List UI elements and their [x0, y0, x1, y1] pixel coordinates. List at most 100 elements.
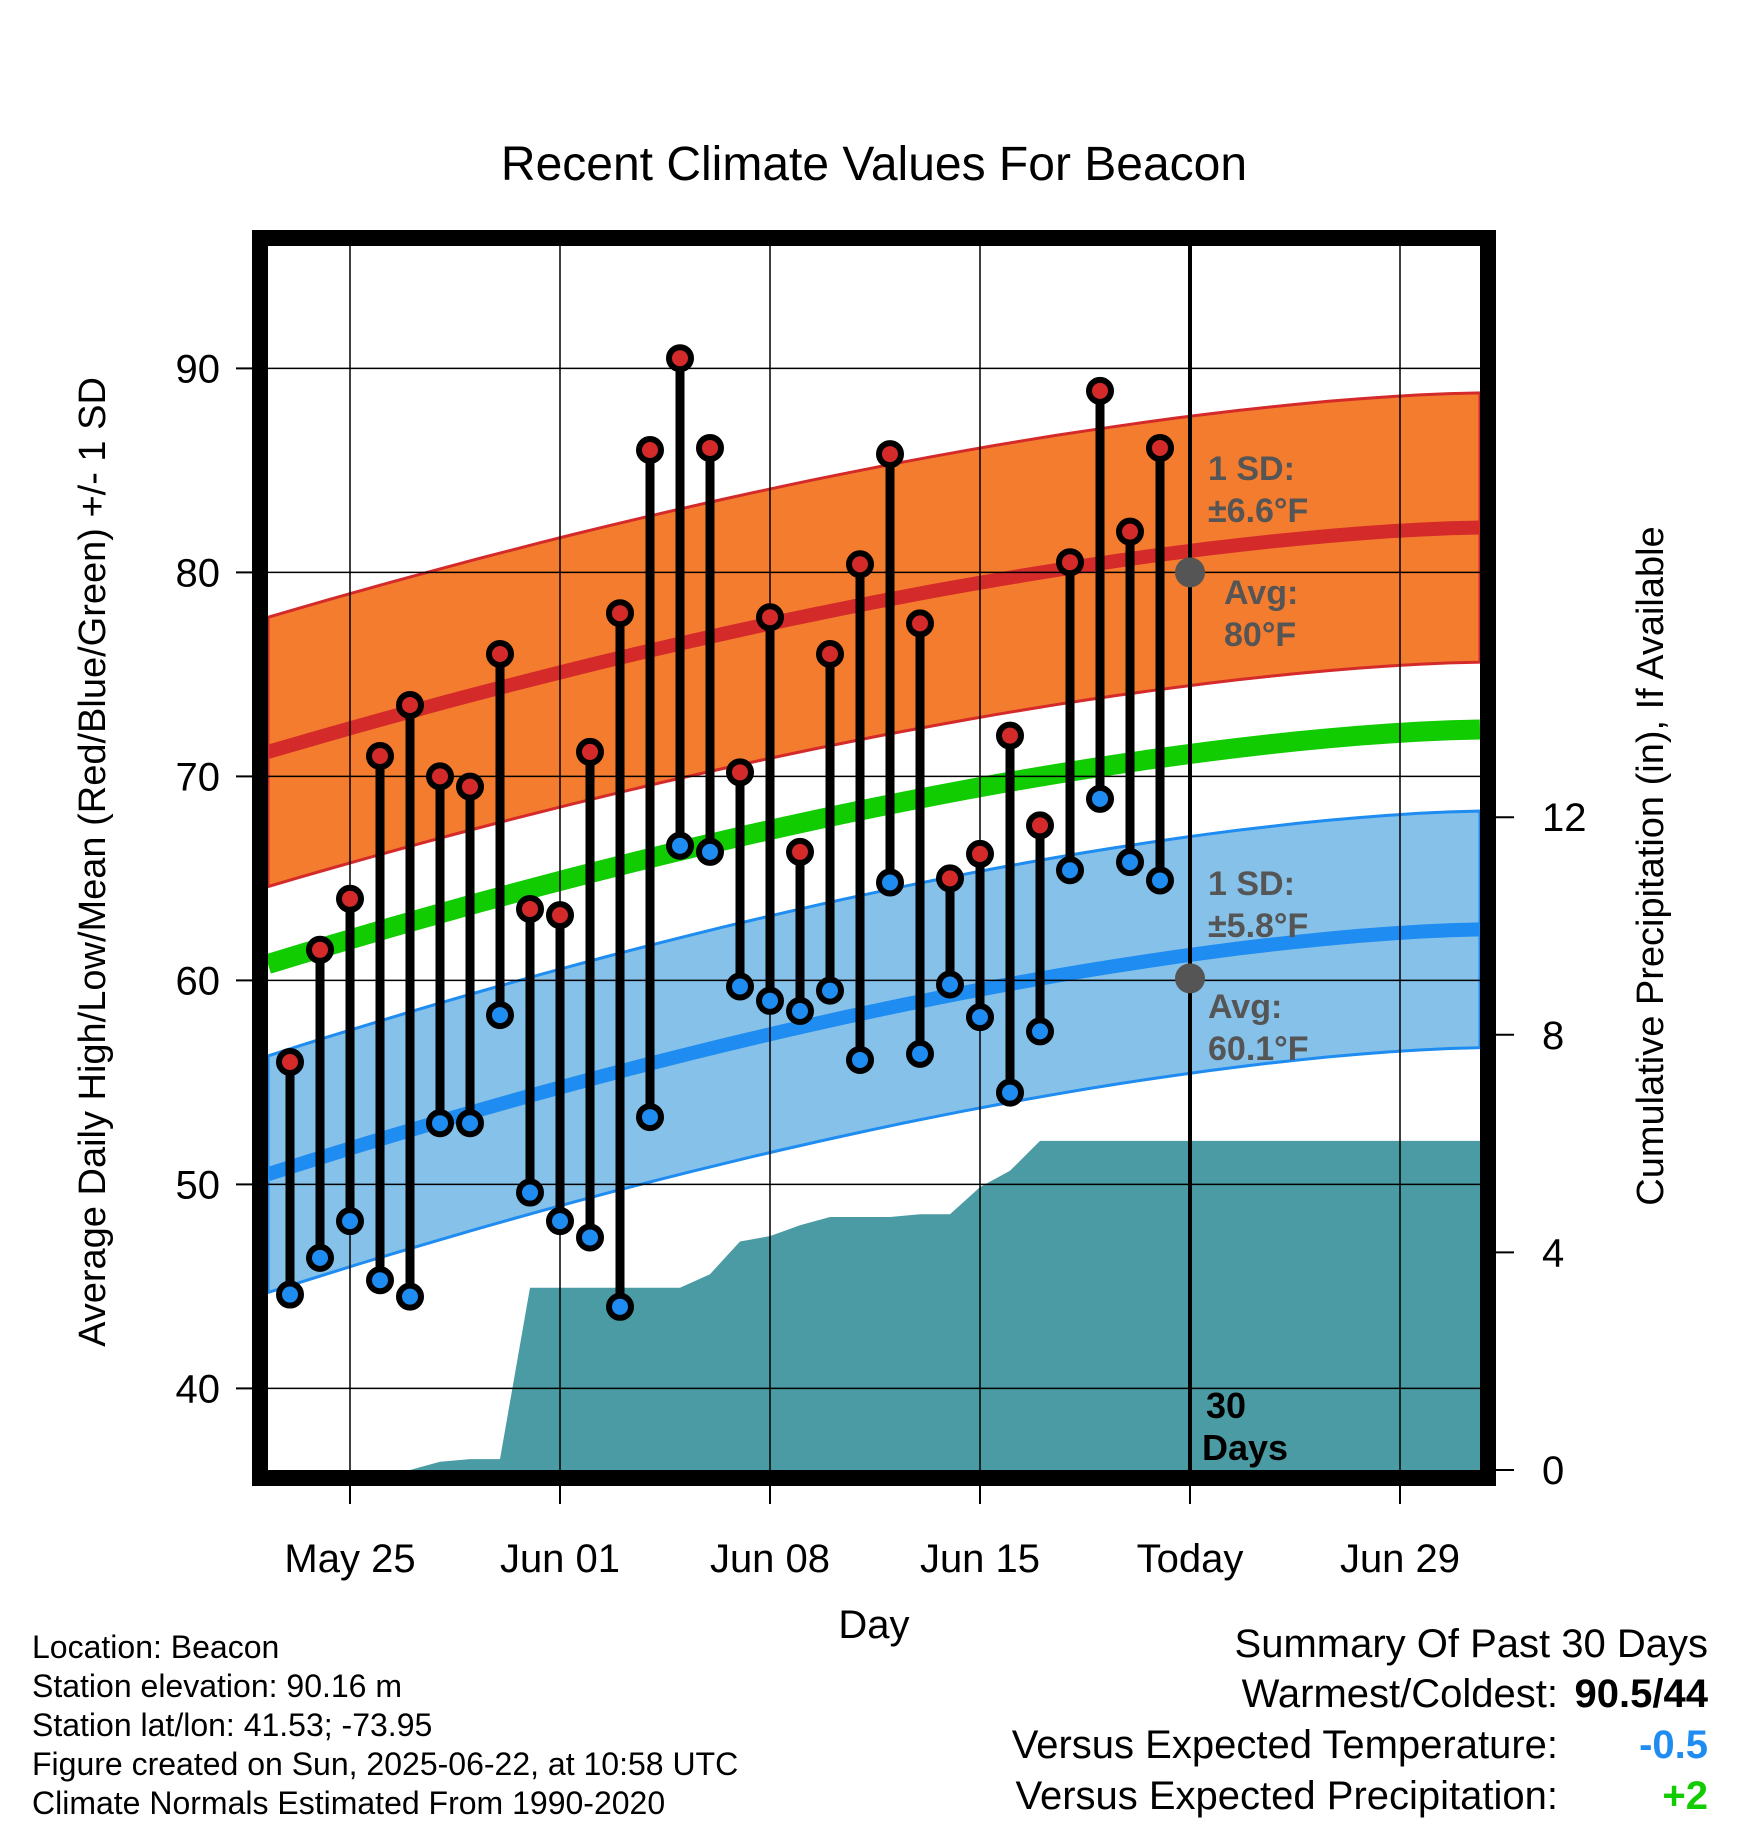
location-text: Location: Beacon [32, 1629, 280, 1665]
daily-high-point [276, 1048, 304, 1076]
daily-high-point [1146, 433, 1174, 462]
daily-low-point [786, 997, 814, 1025]
low-annotation: 1 SD: ±5.8°F Avg: 60.1°F [1208, 865, 1309, 1068]
precip-row: Versus Expected Precipitation: +2 [1012, 1774, 1708, 1825]
elevation-text: Station elevation: 90.16 m [32, 1668, 403, 1704]
summary-panel: Summary Of Past 30 Days Warmest/Coldest:… [1012, 1622, 1708, 1825]
warmest-value: 90.5/44 [1574, 1672, 1708, 1716]
daily-high-point [606, 599, 634, 628]
daily-low-point [1116, 848, 1144, 877]
daily-high-point [696, 433, 724, 462]
warmest-row: Warmest/Coldest: 90.5/44 [1012, 1672, 1708, 1723]
daily-low-point [276, 1280, 304, 1309]
daily-low-point [1056, 856, 1084, 885]
y2-tick-label: 0 [1542, 1449, 1564, 1493]
low-sd-value: ±5.8°F [1208, 907, 1308, 945]
high-normal-line [266, 520, 1481, 759]
daily-low-point [1146, 866, 1174, 895]
daily-high-point [996, 721, 1024, 750]
daily-high-point [516, 895, 544, 923]
daily-high-point [1026, 811, 1054, 840]
daily-high-point [636, 436, 664, 464]
daily-high-point [786, 837, 814, 866]
window-days-word: Days [1202, 1427, 1288, 1468]
x-tick-label: Today [1137, 1537, 1244, 1581]
normals-text: Climate Normals Estimated From 1990-2020 [32, 1785, 666, 1821]
daily-low-point [996, 1078, 1024, 1107]
y2-axis-label: Cumulative Precipitation (in), If Availa… [1630, 526, 1672, 1205]
window-days-word: 30 [1206, 1385, 1246, 1426]
daily-low-point [366, 1266, 394, 1295]
y-tick-label: 90 [176, 347, 221, 391]
daily-low-point [456, 1109, 484, 1138]
daily-high-point [666, 344, 694, 373]
daily-high-point [936, 864, 964, 893]
daily-low-point [426, 1109, 454, 1138]
temperature-markers [276, 344, 1174, 1321]
daily-high-point [816, 640, 844, 668]
daily-low-point [636, 1103, 664, 1132]
axes: 40 50 60 70 80 90 0 4 8 12 May 25 Jun 01 Jun 08 Jun 1… [176, 230, 1587, 1581]
daily-low-point [966, 1003, 994, 1032]
daily-high-point [366, 742, 394, 770]
daily-low-point [546, 1207, 574, 1236]
daily-high-point [876, 440, 904, 469]
x-tick-label: Jun 08 [710, 1537, 830, 1581]
low-avg-value: 60.1°F [1208, 1030, 1309, 1068]
plot-frame [252, 230, 1496, 1486]
daily-low-point [1026, 1017, 1054, 1046]
y-tick-label: 80 [176, 551, 221, 595]
daily-low-point [516, 1178, 544, 1207]
y-tick-label: 50 [176, 1163, 221, 1207]
chart-title: Recent Climate Values For Beacon [501, 138, 1247, 191]
y-tick-label: 70 [176, 755, 221, 799]
daily-high-point [306, 935, 334, 964]
daily-low-point [696, 837, 724, 866]
window-days-label: 30 Days [1202, 1385, 1288, 1468]
daily-low-point [576, 1223, 604, 1252]
high-avg-label: Avg: [1224, 574, 1298, 612]
daily-low-point [486, 1001, 514, 1030]
daily-low-point [756, 986, 784, 1015]
daily-high-point [846, 550, 874, 579]
daily-low-point [306, 1243, 334, 1272]
x-tick-label: May 25 [284, 1537, 415, 1581]
y2-tick-label: 8 [1542, 1014, 1564, 1058]
warmest-label: Warmest/Coldest: [1241, 1672, 1558, 1716]
y2-tick-label: 4 [1542, 1231, 1564, 1275]
high-sd-value: ±6.6°F [1208, 492, 1308, 530]
low-avg-label: Avg: [1208, 988, 1282, 1026]
daily-low-point [396, 1282, 424, 1311]
daily-high-point [576, 737, 604, 766]
daily-high-point [456, 772, 484, 801]
x-tick-label: Jun 01 [500, 1537, 620, 1581]
daily-low-point [336, 1207, 364, 1236]
station-info: Location: Beacon Station elevation: 90.1… [32, 1628, 738, 1823]
daily-high-point [486, 640, 514, 668]
daily-high-point [426, 762, 454, 791]
x-tick-label: Jun 15 [920, 1537, 1040, 1581]
daily-high-point [756, 603, 784, 632]
precip-label: Versus Expected Precipitation: [1015, 1774, 1558, 1818]
temp-label: Versus Expected Temperature: [1011, 1723, 1558, 1767]
daily-high-point [546, 901, 574, 930]
y-tick-label: 60 [176, 959, 221, 1003]
temp-value: -0.5 [1639, 1723, 1708, 1767]
daily-low-point [936, 970, 964, 999]
grid-lines [268, 246, 1480, 1470]
daily-low-point [816, 976, 844, 1005]
daily-low-point [606, 1292, 634, 1321]
low-sd-label: 1 SD: [1208, 865, 1295, 903]
y-tick-label: 40 [176, 1367, 221, 1411]
high-annotation: 1 SD: ±6.6°F Avg: 80°F [1208, 450, 1308, 654]
daily-high-point [1056, 548, 1084, 577]
created-text: Figure created on Sun, 2025-06-22, at 10… [32, 1746, 739, 1782]
daily-high-point [336, 884, 364, 913]
y-axis-label: Average Daily High/Low/Mean (Red/Blue/Gr… [72, 377, 114, 1347]
daily-low-point [876, 868, 904, 897]
daily-high-point [1086, 376, 1114, 405]
precip-value: +2 [1662, 1774, 1708, 1818]
latlon-text: Station lat/lon: 41.53; -73.95 [32, 1707, 433, 1743]
daily-high-point [906, 609, 934, 638]
